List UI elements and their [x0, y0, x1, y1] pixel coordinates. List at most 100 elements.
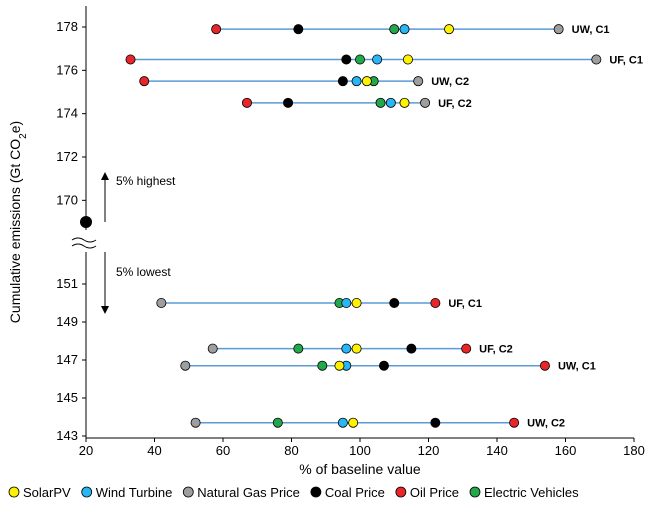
- point-solarpv: [361, 76, 372, 87]
- point-electric-vehicles: [293, 343, 304, 354]
- point-natural-gas-price: [207, 343, 218, 354]
- legend-label-electric-vehicles: Electric Vehicles: [484, 485, 579, 500]
- annotation-highest: 5% highest: [101, 172, 176, 222]
- point-electric-vehicles: [389, 24, 400, 35]
- y-tick-label: 178: [56, 19, 78, 34]
- x-tick-label: 100: [349, 443, 371, 458]
- point-oil-price: [509, 417, 520, 428]
- row-label: UW, C2: [527, 418, 565, 430]
- legend-label-coal-price: Coal Price: [325, 485, 385, 500]
- point-wind-turbine: [341, 297, 352, 308]
- legend-marker-oil-price: [395, 486, 407, 498]
- point-wind-turbine: [341, 343, 352, 354]
- legend: SolarPV Wind Turbine Natural Gas Price Coal…: [8, 485, 579, 500]
- point-solarpv: [351, 297, 362, 308]
- row-label: UF, C1: [609, 55, 643, 67]
- point-coal-price: [406, 343, 417, 354]
- point-natural-gas-price: [591, 54, 602, 65]
- data-row: UW, C1: [180, 360, 596, 373]
- y-tick-label: 147: [56, 352, 78, 367]
- data-row: UF, C1: [125, 54, 643, 67]
- legend-label-wind-turbine: Wind Turbine: [96, 485, 173, 500]
- row-label: UF, C1: [448, 298, 482, 310]
- point-oil-price: [461, 343, 472, 354]
- x-tick-label: 80: [284, 443, 298, 458]
- point-oil-price: [241, 97, 252, 108]
- legend-label-solarpv: SolarPV: [23, 485, 71, 500]
- x-axis-title: % of baseline value: [299, 461, 421, 477]
- row-label: UF, C2: [479, 344, 513, 356]
- y-tick-label: 174: [56, 106, 78, 121]
- point-electric-vehicles: [272, 417, 283, 428]
- point-wind-turbine: [351, 76, 362, 87]
- point-coal-price: [283, 97, 294, 108]
- x-tick-label: 40: [147, 443, 161, 458]
- x-tick-label: 160: [555, 443, 577, 458]
- point-coal-price: [293, 24, 304, 35]
- data-row: UF, C1: [156, 297, 482, 310]
- point-oil-price: [539, 360, 550, 371]
- axis-break: [71, 236, 104, 249]
- y-tick-label: 151: [56, 276, 78, 291]
- data-row: UF, C2: [207, 343, 513, 356]
- point-natural-gas-price: [420, 97, 431, 108]
- point-natural-gas-price: [190, 417, 201, 428]
- y-tick-label: 170: [56, 192, 78, 207]
- point-wind-turbine: [372, 54, 383, 65]
- point-oil-price: [125, 54, 136, 65]
- annotation-lowest: 5% lowest: [101, 252, 171, 314]
- y-tick-label: 145: [56, 390, 78, 405]
- legend-marker-natural-gas-price: [182, 486, 194, 498]
- point-oil-price: [211, 24, 222, 35]
- point-coal-price: [341, 54, 352, 65]
- baseline-point: [80, 216, 92, 228]
- point-solarpv: [348, 417, 359, 428]
- x-ticks: 20 40 60 80 100 120 140 160 180: [79, 438, 645, 458]
- point-solarpv: [399, 97, 410, 108]
- legend-marker-coal-price: [310, 486, 322, 498]
- row-label: UW, C1: [558, 361, 596, 373]
- row-label: UW, C2: [431, 76, 469, 88]
- point-natural-gas-price: [553, 24, 564, 35]
- legend-marker-wind-turbine: [81, 486, 93, 498]
- annotation-highest-label: 5% highest: [116, 174, 176, 188]
- x-tick-label: 180: [623, 443, 645, 458]
- row-label: UW, C1: [572, 24, 610, 36]
- y-tick-label: 143: [56, 428, 78, 443]
- point-solarpv: [402, 54, 413, 65]
- point-natural-gas-price: [156, 297, 167, 308]
- point-solarpv: [351, 343, 362, 354]
- annotation-lowest-label: 5% lowest: [116, 265, 171, 279]
- arrow-down-head: [101, 306, 109, 314]
- point-coal-price: [389, 297, 400, 308]
- point-coal-price: [337, 76, 348, 87]
- x-tick-label: 120: [418, 443, 440, 458]
- point-electric-vehicles: [317, 360, 328, 371]
- point-wind-turbine: [385, 97, 396, 108]
- legend-label-oil-price: Oil Price: [410, 485, 459, 500]
- data-row: UW, C2: [190, 417, 565, 430]
- point-solarpv: [444, 24, 455, 35]
- data-row: UW, C2: [139, 76, 469, 88]
- data-row: UW, C1: [211, 24, 610, 36]
- row-label: UF, C2: [438, 98, 472, 110]
- point-wind-turbine: [399, 24, 410, 35]
- point-natural-gas-price: [413, 76, 424, 87]
- y-axis-title: Cumulative emissions (Gt CO2e): [7, 121, 29, 323]
- legend-label-natural-gas-price: Natural Gas Price: [197, 485, 300, 500]
- y-ticks: 172 174 176 178 170 143 145 147 149 151: [56, 19, 86, 443]
- point-coal-price: [430, 417, 441, 428]
- point-solarpv: [334, 360, 345, 371]
- y-tick-label: 149: [56, 314, 78, 329]
- legend-marker-solarpv: [8, 486, 20, 498]
- y-tick-label: 176: [56, 62, 78, 77]
- point-wind-turbine: [337, 417, 348, 428]
- axes-group: [71, 6, 634, 439]
- y-tick-label: 172: [56, 149, 78, 164]
- point-electric-vehicles: [354, 54, 365, 65]
- x-tick-label: 140: [486, 443, 508, 458]
- point-oil-price: [139, 76, 150, 87]
- point-electric-vehicles: [375, 97, 386, 108]
- legend-marker-electric-vehicles: [469, 486, 481, 498]
